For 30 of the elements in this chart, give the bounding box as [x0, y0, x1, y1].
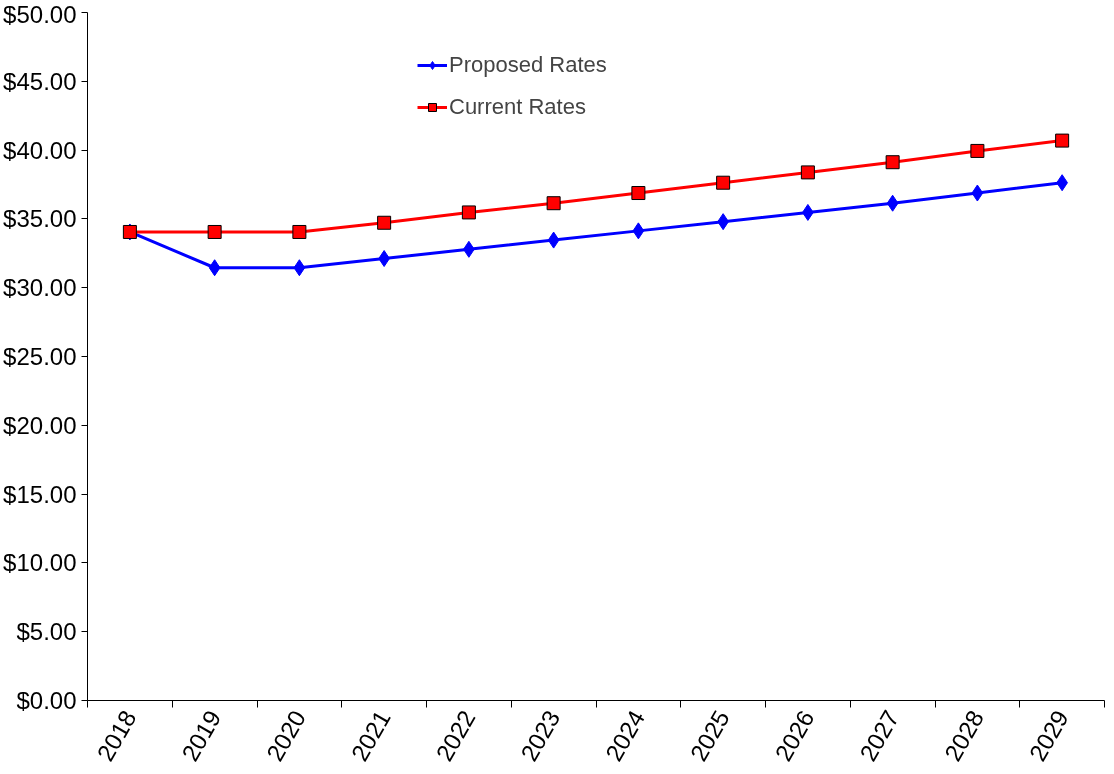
point — [293, 259, 306, 277]
point — [547, 231, 560, 249]
point — [971, 184, 984, 202]
point — [632, 222, 645, 240]
point — [886, 194, 899, 212]
y-tick-label: $5.00 — [16, 618, 77, 646]
point — [1055, 133, 1070, 148]
legend-label: Proposed Rates — [449, 52, 607, 78]
point — [885, 155, 900, 170]
point — [631, 186, 646, 201]
point — [207, 224, 222, 239]
y-tick-label: $40.00 — [3, 136, 77, 164]
point — [377, 215, 392, 230]
y-tick-label: $45.00 — [3, 67, 77, 95]
point — [716, 175, 731, 190]
point — [970, 143, 985, 158]
point — [292, 224, 307, 239]
y-tick-label: $0.00 — [16, 687, 77, 714]
point — [208, 259, 221, 277]
y-tick-label: $20.00 — [3, 411, 77, 439]
y-tick-label: $50.00 — [3, 0, 77, 28]
point — [461, 205, 476, 220]
y-tick-label: $30.00 — [3, 274, 77, 302]
point — [800, 165, 815, 180]
y-tick-label: $25.00 — [3, 343, 77, 370]
y-tick-label: $15.00 — [3, 480, 77, 508]
y-tick-label: $35.00 — [3, 205, 77, 233]
legend-label: Current Rates — [449, 94, 586, 120]
y-tick-label: $10.00 — [3, 549, 77, 577]
point — [546, 196, 561, 211]
